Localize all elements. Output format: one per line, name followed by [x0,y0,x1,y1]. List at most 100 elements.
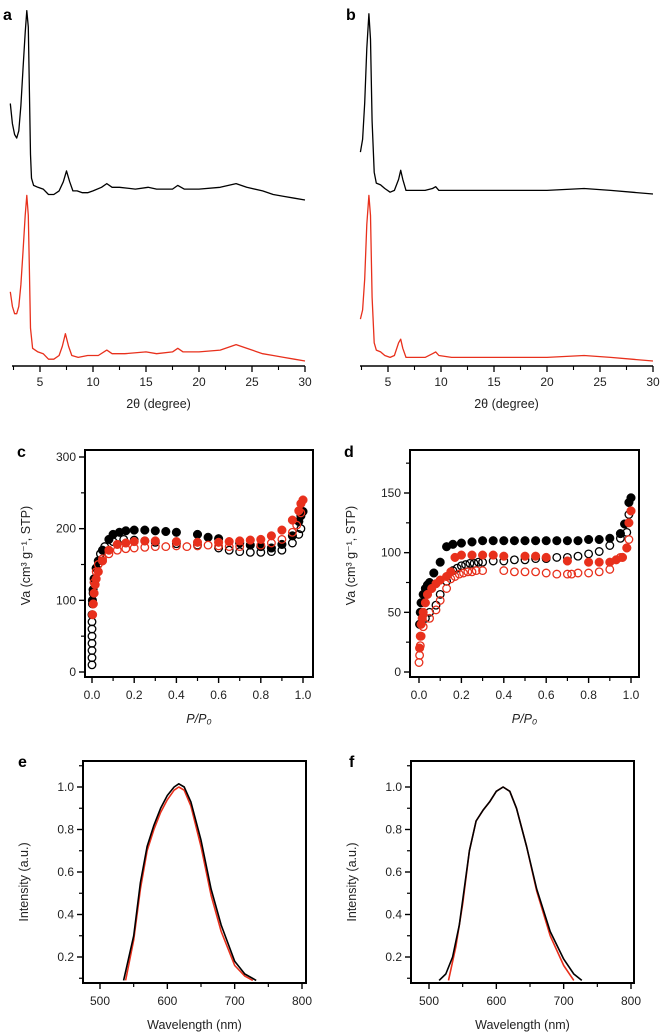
filled-data-point [509,536,519,546]
open-data-point [256,540,266,550]
x-tick-label: 0.2 [126,688,143,702]
filled-data-point [562,536,572,546]
x-tick-label: 0.4 [495,688,512,702]
panel-letter-d: d [344,444,354,461]
y-tick-label: 200 [56,522,76,536]
filled-data-point [624,518,634,528]
open-data-point [287,527,297,537]
open-data-point [541,568,551,578]
open-data-point [112,545,122,555]
x-tick-label: 15 [139,375,153,389]
filled-data-point [435,557,445,567]
xrd-series-line-1 [9,194,306,362]
open-data-point [552,569,562,579]
open-data-point [287,538,297,548]
filled-data-point [192,529,203,539]
x-tick-label: 0.4 [168,688,185,702]
x-axis-label: P/P₀ [512,712,537,726]
y-tick-label: 0 [394,665,401,679]
filled-data-point [478,550,488,560]
open-data-point [129,543,139,553]
filled-data-point [617,552,628,562]
open-data-point [624,535,634,544]
y-tick-label: 150 [381,486,401,500]
filled-data-point [541,536,551,546]
open-data-point [450,572,460,581]
open-data-point [150,542,160,552]
open-data-point [93,560,103,569]
x-tick-label: 20 [540,375,554,389]
open-data-point [463,567,473,577]
open-data-point [454,569,464,579]
plot-frame [82,760,307,984]
x-tick-label: 0.6 [538,688,555,702]
filled-data-point [531,536,541,546]
open-data-point [467,567,477,577]
filled-data-point [245,535,255,545]
y-tick-label: 0 [69,665,76,679]
open-data-point [224,545,234,555]
filled-data-point [456,538,466,548]
filled-data-point [552,536,562,546]
open-data-point [509,555,519,565]
open-data-point [465,558,475,568]
x-tick-label: 800 [292,994,312,1008]
open-data-point [89,577,99,587]
filled-data-point [456,550,466,560]
x-tick-label: 0.2 [453,688,470,702]
x-axis-label: Wavelength (nm) [147,1018,242,1032]
open-data-point [277,534,287,544]
open-data-point [431,605,441,615]
x-tick-label: 0.0 [84,688,101,702]
emission-series-line-0 [124,786,254,982]
open-data-point [235,547,245,557]
filled-data-point [478,536,488,546]
y-tick-label: 1.0 [57,780,74,794]
plot-frame [410,760,635,984]
y-tick-label: 0.2 [57,950,74,964]
x-tick-label: 500 [419,994,439,1008]
xrd-series-line-0 [359,13,654,195]
open-data-point [594,567,604,577]
open-data-point [594,547,604,556]
open-data-point [573,568,583,578]
x-tick-label: 10 [434,375,448,389]
x-tick-label: 30 [298,375,312,389]
x-tick-label: 25 [593,375,607,389]
xrd-series-line-0 [9,10,306,201]
y-tick-label: 0.6 [57,865,74,879]
open-data-point [415,641,425,651]
panel-letter-e: e [18,754,27,771]
emission-series-line-1 [438,786,583,982]
filled-data-point [129,537,139,547]
panel-a: 5 10 15 20 25 30 2θ (degree) [9,10,312,411]
filled-data-point [594,557,604,567]
open-data-point [552,552,562,562]
open-data-point [140,542,150,552]
open-data-point [520,567,530,577]
filled-data-point [488,550,498,560]
filled-data-point [626,493,636,503]
open-data-point [567,569,577,579]
x-axis-label: P/P₀ [186,712,211,726]
open-data-point [471,566,481,576]
y-tick-label: 0.6 [385,865,402,879]
filled-data-point [203,532,213,542]
open-data-point [531,567,541,577]
filled-data-point [420,598,430,608]
filled-data-point [418,607,428,617]
filled-data-point [298,495,308,505]
open-data-point [193,541,202,551]
filled-data-point [287,515,297,525]
y-tick-label: 0.8 [57,823,74,837]
open-data-point [605,564,615,574]
open-data-point [584,568,594,578]
filled-data-point [520,536,530,546]
filled-data-point [88,610,98,620]
open-data-point [266,547,276,557]
x-tick-label: 800 [621,994,641,1008]
x-tick-label: 500 [90,994,110,1008]
y-tick-label: 0.4 [385,908,402,922]
x-tick-label: 20 [192,375,206,389]
filled-data-point [467,550,477,560]
